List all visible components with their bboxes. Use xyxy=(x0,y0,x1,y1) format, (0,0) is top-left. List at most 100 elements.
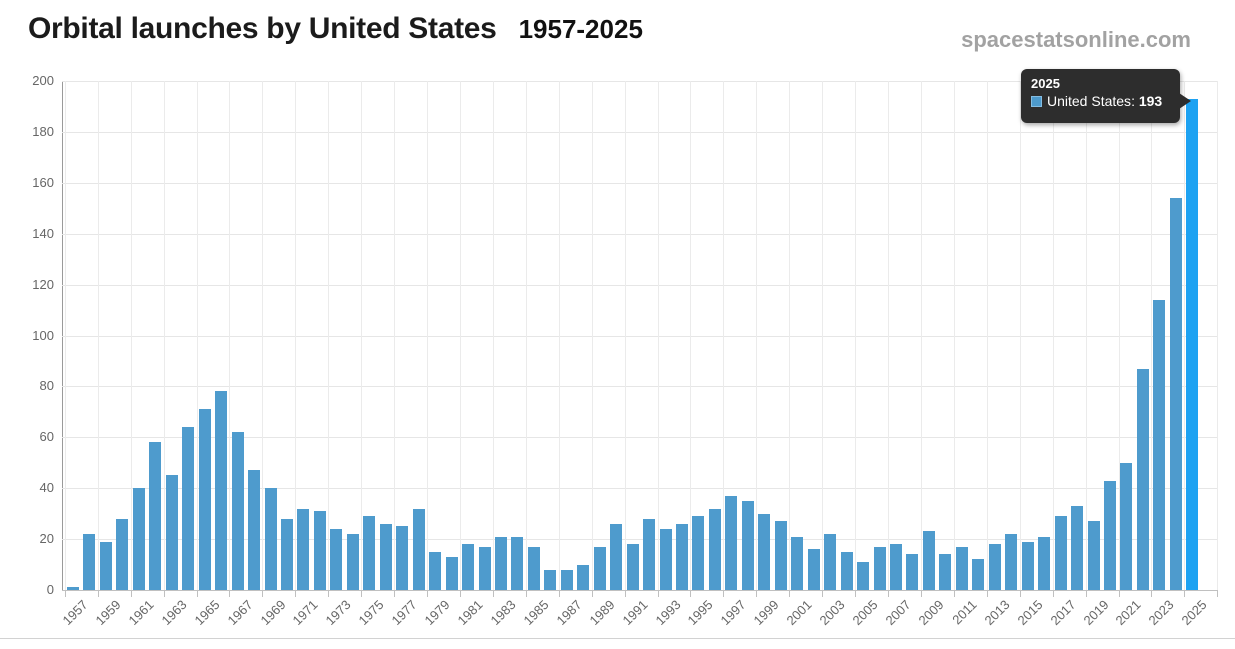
bar-2009[interactable] xyxy=(922,531,935,590)
h-gridline xyxy=(62,335,1218,337)
bar-2000[interactable] xyxy=(774,521,787,590)
bar-1981[interactable] xyxy=(462,544,475,590)
x-axis-label: 1963 xyxy=(158,597,190,629)
bar-1980[interactable] xyxy=(445,556,458,590)
bar-1975[interactable] xyxy=(363,516,376,590)
bar-2012[interactable] xyxy=(972,559,985,590)
bar-2015[interactable] xyxy=(1021,541,1034,590)
x-axis-tick xyxy=(97,591,99,597)
bar-2006[interactable] xyxy=(873,546,886,590)
bar-1964[interactable] xyxy=(182,427,195,590)
v-gridline xyxy=(1118,81,1120,590)
bar-2004[interactable] xyxy=(840,551,853,590)
bar-1987[interactable] xyxy=(560,569,573,590)
x-axis-tick xyxy=(690,591,692,597)
x-axis-label: 1985 xyxy=(520,597,552,629)
bar-1995[interactable] xyxy=(692,516,705,590)
bar-2001[interactable] xyxy=(791,536,804,590)
bar-2014[interactable] xyxy=(1005,534,1018,590)
bar-1996[interactable] xyxy=(708,508,721,590)
bar-1994[interactable] xyxy=(676,523,689,590)
bar-2021[interactable] xyxy=(1120,462,1133,590)
bar-2007[interactable] xyxy=(890,544,902,590)
bar-1989[interactable] xyxy=(593,546,606,590)
x-axis-label: 2015 xyxy=(1014,597,1046,629)
bar-2019[interactable] xyxy=(1087,521,1100,590)
bar-2011[interactable] xyxy=(955,546,968,590)
bar-1997[interactable] xyxy=(725,495,738,590)
x-axis-label: 2011 xyxy=(949,597,980,628)
bar-2016[interactable] xyxy=(1038,536,1051,590)
bar-2018[interactable] xyxy=(1071,506,1084,590)
x-axis-tick xyxy=(1217,591,1219,597)
x-axis-label: 2023 xyxy=(1145,597,1177,629)
bar-1977[interactable] xyxy=(396,526,409,590)
bar-1971[interactable] xyxy=(297,508,310,590)
bar-1978[interactable] xyxy=(412,508,425,590)
bar-1969[interactable] xyxy=(264,488,277,590)
bar-2005[interactable] xyxy=(857,562,870,590)
bar-2020[interactable] xyxy=(1103,480,1116,590)
bar-1986[interactable] xyxy=(544,569,557,590)
bar-1968[interactable] xyxy=(248,470,261,590)
bar-1961[interactable] xyxy=(132,488,145,590)
x-axis-tick xyxy=(64,591,66,597)
bar-1962[interactable] xyxy=(149,442,162,590)
bar-1991[interactable] xyxy=(626,544,639,590)
bar-2002[interactable] xyxy=(807,549,820,590)
bar-1979[interactable] xyxy=(429,551,442,590)
bar-1974[interactable] xyxy=(346,534,359,590)
bar-1985[interactable] xyxy=(527,546,540,590)
h-gridline xyxy=(62,81,1218,82)
v-gridline xyxy=(295,81,297,590)
x-axis-label: 2017 xyxy=(1047,597,1079,629)
bar-2003[interactable] xyxy=(824,534,837,590)
x-axis-tick xyxy=(657,591,659,597)
x-axis-tick xyxy=(1184,591,1186,597)
bar-1958[interactable] xyxy=(83,534,96,590)
bar-1992[interactable] xyxy=(643,518,656,590)
bar-1988[interactable] xyxy=(577,564,590,590)
y-axis-label: 160 xyxy=(32,174,54,190)
x-axis-tick xyxy=(328,591,330,597)
bar-2010[interactable] xyxy=(939,554,952,590)
x-axis-tick xyxy=(624,591,626,597)
bar-1970[interactable] xyxy=(280,518,293,590)
bar-1966[interactable] xyxy=(215,391,228,590)
bar-2023[interactable] xyxy=(1153,299,1166,590)
bar-2013[interactable] xyxy=(988,544,1001,590)
bar-1999[interactable] xyxy=(758,513,771,590)
bar-1957[interactable] xyxy=(67,587,79,590)
bar-1973[interactable] xyxy=(330,528,343,590)
bar-2024[interactable] xyxy=(1169,198,1182,590)
x-axis-tick xyxy=(756,591,758,597)
bar-1993[interactable] xyxy=(659,528,672,590)
v-gridline xyxy=(229,81,231,590)
bottom-divider xyxy=(0,638,1235,639)
bar-1998[interactable] xyxy=(741,500,754,590)
y-axis-label: 80 xyxy=(39,378,54,394)
v-gridline xyxy=(130,81,132,590)
y-axis-label: 120 xyxy=(32,276,54,292)
bar-1963[interactable] xyxy=(165,475,178,590)
x-axis-label: 1959 xyxy=(92,597,124,629)
bar-2008[interactable] xyxy=(906,554,919,590)
bar-1967[interactable] xyxy=(231,432,244,590)
bar-1982[interactable] xyxy=(478,546,491,590)
bar-1984[interactable] xyxy=(511,536,524,590)
h-gridline xyxy=(62,131,1218,133)
bar-2022[interactable] xyxy=(1136,368,1149,590)
bar-1983[interactable] xyxy=(494,536,507,590)
bar-1990[interactable] xyxy=(610,523,623,590)
bar-1972[interactable] xyxy=(313,511,326,590)
bar-1976[interactable] xyxy=(379,523,392,590)
bar-1965[interactable] xyxy=(198,409,211,590)
bar-2025[interactable] xyxy=(1186,98,1199,590)
bar-1960[interactable] xyxy=(116,518,129,590)
bar-1959[interactable] xyxy=(99,541,112,590)
bar-2017[interactable] xyxy=(1054,516,1067,590)
x-axis-label: 1981 xyxy=(454,597,486,629)
h-gridline xyxy=(62,539,1218,541)
v-gridline xyxy=(1217,81,1219,590)
x-axis-tick xyxy=(789,591,791,597)
